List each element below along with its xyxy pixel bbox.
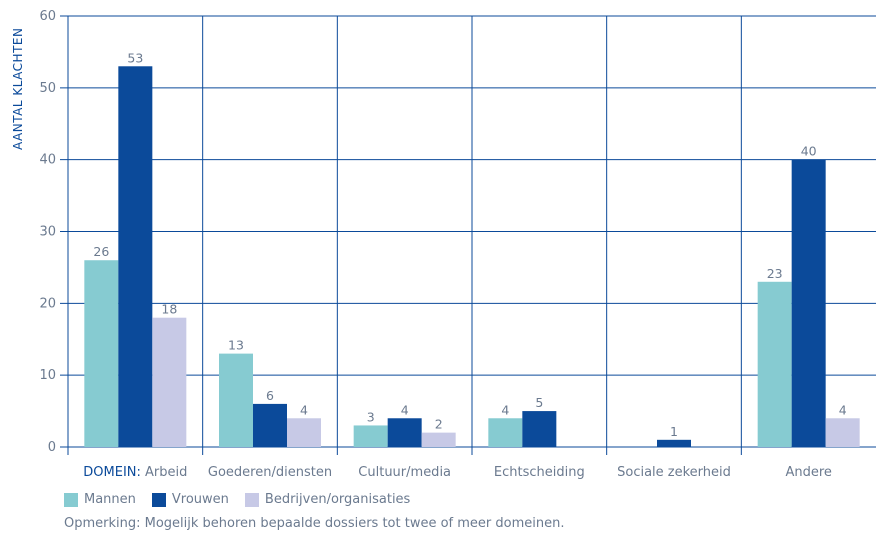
legend-swatch-mannen bbox=[64, 492, 78, 507]
legend-swatch-bedrijven bbox=[244, 492, 259, 507]
bar-bedrijven-organisaties bbox=[825, 418, 860, 447]
y-tick-label: 50 bbox=[39, 81, 56, 96]
bar-mannen bbox=[84, 260, 119, 447]
bar-mannen bbox=[488, 418, 523, 447]
data-label: 26 bbox=[93, 244, 109, 259]
y-tick-label: 0 bbox=[48, 440, 56, 455]
legend-label-vrouwen: Vrouwen bbox=[171, 492, 229, 507]
category-label: Sociale zekerheid bbox=[617, 465, 731, 480]
x-axis-prefix: DOMEIN: bbox=[83, 465, 145, 480]
data-label: 6 bbox=[266, 388, 274, 403]
y-tick-label: 40 bbox=[39, 153, 56, 168]
y-tick-label: 30 bbox=[39, 225, 56, 240]
bar-vrouwen bbox=[791, 159, 826, 447]
data-label: 5 bbox=[535, 395, 543, 410]
category-label-text: Arbeid bbox=[145, 465, 187, 480]
data-labels: 26 53 18 13 6 4 3 4 2 4 5 1 23 40 4 bbox=[93, 50, 846, 439]
bar-mannen bbox=[757, 281, 792, 447]
legend: Mannen Vrouwen Bedrijven/organisaties bbox=[64, 492, 426, 507]
category-label: DOMEIN: Arbeid bbox=[83, 465, 187, 480]
y-tick-label: 60 bbox=[39, 9, 56, 24]
data-label: 4 bbox=[501, 402, 509, 417]
data-label: 4 bbox=[300, 402, 308, 417]
bars bbox=[84, 66, 860, 448]
data-label: 13 bbox=[228, 338, 244, 353]
data-label: 23 bbox=[767, 266, 783, 281]
legend-item-mannen: Mannen bbox=[64, 492, 136, 507]
y-tick-label: 20 bbox=[39, 296, 56, 311]
category-label: Andere bbox=[785, 465, 831, 480]
data-label: 53 bbox=[127, 50, 143, 65]
category-label: Echtscheiding bbox=[494, 465, 585, 480]
y-axis-label: AANTAL KLACHTEN bbox=[11, 28, 25, 150]
gridlines bbox=[60, 15, 876, 455]
bar-chart: AANTAL KLACHTEN 26 53 18 13 6 4 3 4 2 4 5 1 23 40 4 0 1… bbox=[11, 9, 876, 480]
data-label: 3 bbox=[367, 409, 375, 424]
legend-swatch-vrouwen bbox=[151, 492, 166, 507]
data-label: 18 bbox=[161, 302, 177, 317]
bar-vrouwen bbox=[253, 403, 287, 447]
bar-bedrijven-organisaties bbox=[152, 317, 187, 447]
data-label: 40 bbox=[801, 144, 817, 159]
y-tick-labels: 0 10 20 30 40 50 60 bbox=[39, 9, 56, 455]
data-label: 4 bbox=[401, 402, 409, 417]
bar-mannen bbox=[353, 425, 388, 447]
category-label: Cultuur/media bbox=[358, 465, 451, 480]
data-label: 4 bbox=[839, 402, 847, 417]
data-label: 1 bbox=[670, 424, 678, 439]
bar-mannen bbox=[219, 353, 253, 447]
legend-item-vrouwen: Vrouwen bbox=[151, 492, 229, 507]
y-tick-label: 10 bbox=[39, 368, 56, 383]
bar-vrouwen bbox=[657, 439, 691, 447]
bar-vrouwen bbox=[387, 418, 422, 447]
category-label: Goederen/diensten bbox=[208, 465, 332, 480]
legend-label-mannen: Mannen bbox=[84, 492, 136, 507]
category-labels: DOMEIN: Arbeid Goederen/diensten Cultuur/m… bbox=[83, 465, 832, 480]
data-label: 2 bbox=[435, 417, 443, 432]
legend-label-bedrijven: Bedrijven/organisaties bbox=[264, 492, 411, 507]
bar-bedrijven-organisaties bbox=[287, 418, 321, 447]
legend-item-bedrijven: Bedrijven/organisaties bbox=[244, 492, 411, 507]
footnote: Opmerking: Mogelijk behoren bepaalde dos… bbox=[64, 516, 565, 531]
bar-bedrijven-organisaties bbox=[421, 432, 456, 447]
bar-vrouwen bbox=[118, 66, 153, 448]
bar-vrouwen bbox=[522, 411, 557, 447]
